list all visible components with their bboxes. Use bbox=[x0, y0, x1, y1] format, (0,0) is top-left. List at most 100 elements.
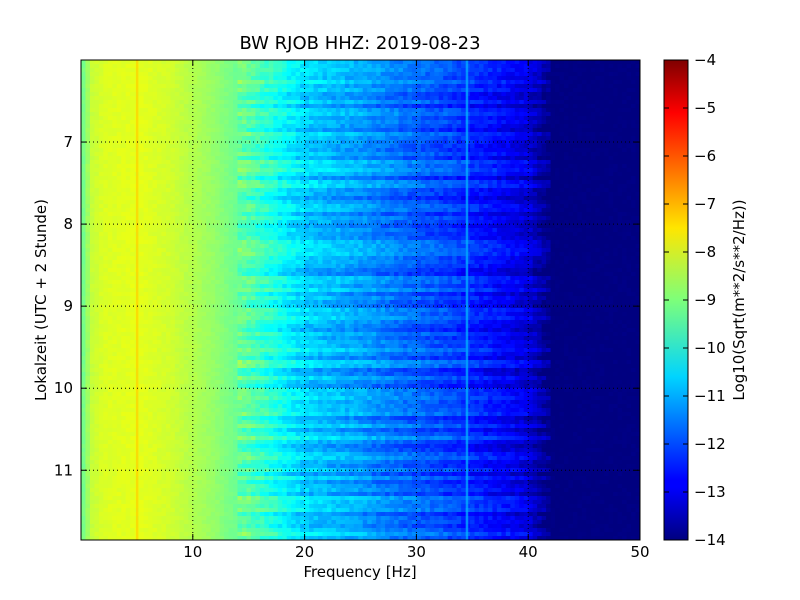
heatmap-cell bbox=[125, 116, 131, 121]
heatmap-cell bbox=[447, 84, 453, 89]
heatmap-cell bbox=[367, 124, 373, 129]
heatmap-cell bbox=[429, 216, 435, 221]
heatmap-cell bbox=[416, 144, 422, 149]
heatmap-cell bbox=[613, 212, 619, 217]
heatmap-cell bbox=[577, 172, 583, 177]
heatmap-cell bbox=[116, 216, 122, 221]
heatmap-cell bbox=[532, 156, 538, 161]
heatmap-cell bbox=[407, 120, 413, 125]
heatmap-cell bbox=[107, 184, 113, 189]
heatmap-cell bbox=[613, 116, 619, 121]
heatmap-cell bbox=[161, 112, 167, 117]
heatmap-cell bbox=[188, 88, 194, 93]
heatmap-cell bbox=[425, 136, 431, 141]
heatmap-cell bbox=[85, 120, 91, 125]
heatmap-cell bbox=[219, 80, 225, 85]
heatmap-cell bbox=[599, 92, 605, 97]
heatmap-cell bbox=[581, 160, 587, 165]
heatmap-cell bbox=[416, 176, 422, 181]
heatmap-cell bbox=[241, 104, 248, 109]
heatmap-cell bbox=[555, 156, 561, 161]
heatmap-cell bbox=[541, 164, 547, 169]
heatmap-cell bbox=[233, 192, 239, 197]
heatmap-cell bbox=[631, 176, 637, 181]
heatmap-cell bbox=[608, 184, 614, 189]
heatmap-cell bbox=[376, 196, 382, 201]
heatmap-cell bbox=[112, 104, 118, 109]
heatmap-cell bbox=[228, 144, 234, 149]
heatmap-cell bbox=[322, 208, 328, 213]
heatmap-cell bbox=[183, 216, 189, 221]
heatmap-cell bbox=[555, 76, 561, 81]
heatmap-cell bbox=[237, 188, 243, 193]
heatmap-cell bbox=[148, 188, 154, 193]
heatmap-cell bbox=[304, 144, 310, 149]
heatmap-cell bbox=[519, 164, 525, 169]
heatmap-cell bbox=[447, 184, 453, 189]
heatmap-cell bbox=[380, 192, 386, 197]
heatmap-cell bbox=[425, 204, 431, 209]
heatmap-cell bbox=[590, 132, 596, 137]
heatmap-cell bbox=[483, 68, 489, 73]
heatmap-cell bbox=[550, 212, 556, 217]
heatmap-cell bbox=[291, 104, 297, 109]
heatmap-cell bbox=[411, 212, 417, 217]
heatmap-cell bbox=[514, 212, 520, 217]
heatmap-cell bbox=[103, 76, 109, 81]
heatmap-cell bbox=[331, 76, 337, 81]
heatmap-cell bbox=[277, 112, 283, 117]
heatmap-cell bbox=[286, 192, 292, 197]
heatmap-cell bbox=[541, 60, 547, 65]
heatmap-cell bbox=[259, 196, 265, 201]
heatmap-cell bbox=[367, 160, 373, 165]
heatmap-cell bbox=[537, 96, 543, 101]
heatmap-cell bbox=[264, 180, 270, 185]
heatmap-cell bbox=[528, 108, 534, 113]
heatmap-cell bbox=[447, 180, 453, 185]
heatmap-cell bbox=[550, 176, 556, 181]
heatmap-cell bbox=[353, 184, 359, 189]
heatmap-cell bbox=[604, 112, 610, 117]
heatmap-cell bbox=[282, 64, 288, 69]
heatmap-cell bbox=[447, 104, 453, 109]
heatmap-cell bbox=[622, 156, 628, 161]
heatmap-cell bbox=[241, 204, 248, 209]
heatmap-cell bbox=[622, 84, 628, 89]
heatmap-cell bbox=[604, 176, 610, 181]
heatmap-cell bbox=[116, 68, 122, 73]
heatmap-cell bbox=[479, 144, 485, 149]
heatmap-cell bbox=[425, 200, 431, 205]
heatmap-cell bbox=[568, 104, 574, 109]
heatmap-cell bbox=[300, 156, 306, 161]
heatmap-cell bbox=[273, 192, 279, 197]
heatmap-cell bbox=[631, 172, 637, 177]
heatmap-cell bbox=[282, 172, 288, 177]
heatmap-cell bbox=[130, 88, 136, 93]
heatmap-cell bbox=[318, 152, 324, 157]
heatmap-cell bbox=[416, 208, 422, 213]
heatmap-cell bbox=[635, 204, 640, 209]
heatmap-cell bbox=[492, 172, 498, 177]
heatmap-cell bbox=[599, 204, 605, 209]
heatmap-cell bbox=[224, 144, 230, 149]
heatmap-cell bbox=[568, 140, 574, 145]
heatmap-cell bbox=[604, 196, 610, 201]
heatmap-cell bbox=[268, 188, 274, 193]
heatmap-cell bbox=[255, 96, 261, 101]
heatmap-cell bbox=[479, 204, 485, 209]
heatmap-cell bbox=[331, 188, 337, 193]
heatmap-cell bbox=[599, 144, 605, 149]
heatmap-cell bbox=[550, 92, 556, 97]
heatmap-cell bbox=[563, 216, 570, 221]
heatmap-cell bbox=[559, 140, 565, 145]
heatmap-cell bbox=[559, 104, 565, 109]
heatmap-cell bbox=[394, 196, 400, 201]
heatmap-cell bbox=[326, 188, 333, 193]
heatmap-cell bbox=[577, 132, 583, 137]
heatmap-cell bbox=[174, 64, 180, 69]
heatmap-cell bbox=[286, 76, 292, 81]
heatmap-cell bbox=[438, 196, 444, 201]
heatmap-cell bbox=[215, 152, 221, 157]
heatmap-cell bbox=[443, 164, 449, 169]
heatmap-cell bbox=[371, 60, 377, 65]
